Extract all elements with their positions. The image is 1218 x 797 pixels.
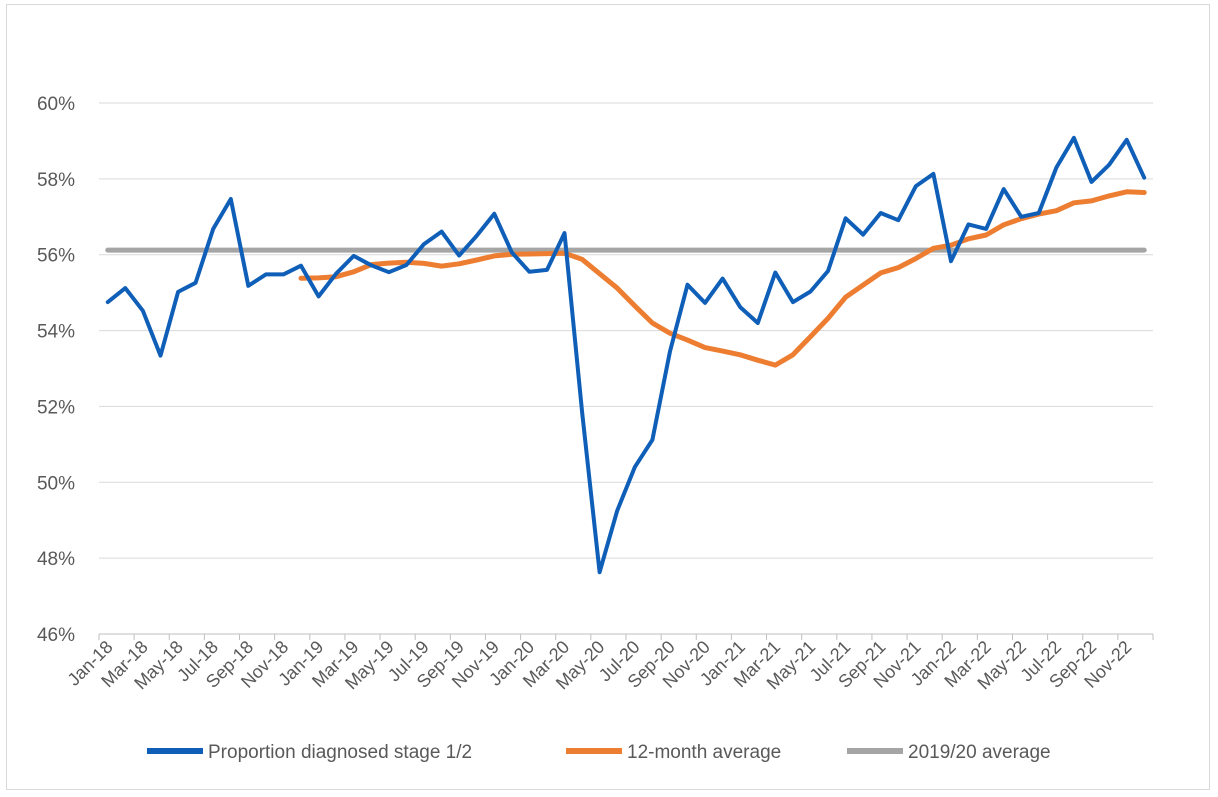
x-axis (98, 633, 1154, 640)
y-tick-label: 60% (37, 94, 75, 115)
legend-label: Proportion diagnosed stage 1/2 (208, 742, 472, 763)
y-tick-label: 46% (37, 625, 75, 646)
series-line-0 (105, 135, 1147, 575)
y-tick-label: 48% (37, 549, 75, 570)
y-tick-label: 50% (37, 473, 75, 494)
series-line-1 (298, 189, 1147, 368)
line-chart: 46% 48% 50% 52% 54% 56% 58% 60% Jan-18Mar-18May… (37, 94, 1154, 763)
series-lines (105, 135, 1147, 575)
x-axis-tick-labels: Jan-18Mar-18May-18Jul-18Sep-18Nov-18Jan-… (64, 637, 1136, 694)
y-tick-label: 56% (37, 246, 75, 267)
legend-label: 2019/20 average (908, 742, 1051, 763)
legend-label: 12-month average (627, 742, 781, 763)
y-axis-tick-labels: 46% 48% 50% 52% 54% 56% 58% 60% (37, 94, 75, 646)
chart-frame: 46% 48% 50% 52% 54% 56% 58% 60% Jan-18 Mar-18 May… (6, 4, 1210, 790)
y-tick-label: 52% (37, 397, 75, 418)
y-tick-label: 58% (37, 170, 75, 191)
gridlines (99, 102, 1153, 559)
y-tick-label: 54% (37, 322, 75, 343)
legend: Proportion diagnosed stage 1/2 12-month a… (147, 742, 1051, 763)
